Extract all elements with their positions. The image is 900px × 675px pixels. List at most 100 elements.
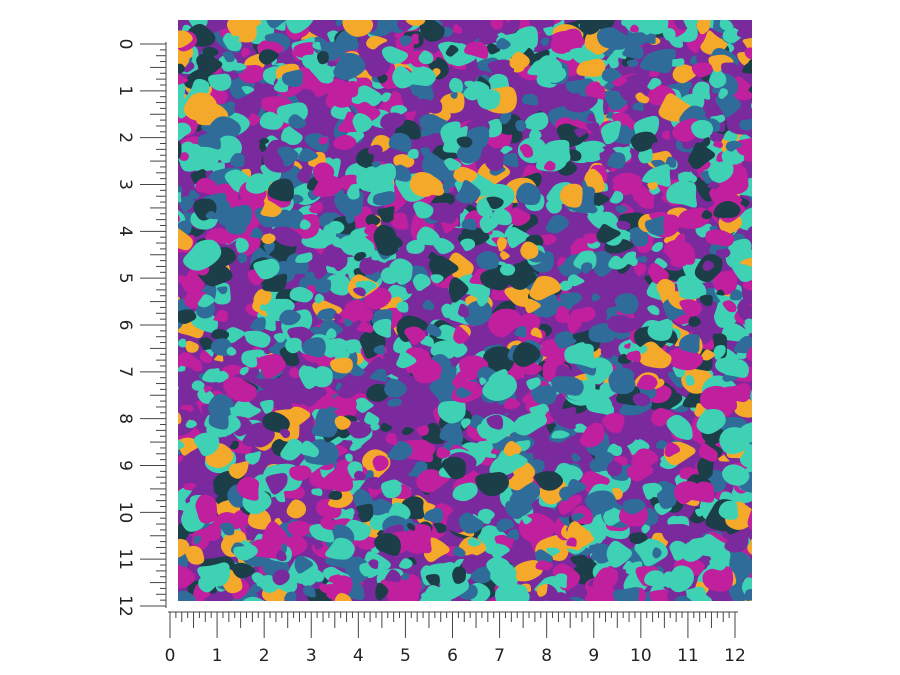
camo-blob: [450, 92, 458, 99]
camo-blob: [319, 583, 330, 594]
camo-blob: [741, 211, 751, 218]
camo-blob: [644, 570, 666, 589]
camo-blob: [704, 600, 709, 601]
camo-blob: [707, 7, 719, 19]
camo-blob: [385, 432, 398, 446]
camo-blob: [566, 537, 577, 547]
camo-blob: [301, 20, 310, 21]
camo-blob: [476, 251, 500, 271]
camo-blob: [241, 86, 255, 95]
camo-blob: [311, 419, 338, 438]
camo-blob: [178, 228, 193, 251]
camo-blob: [452, 23, 463, 34]
camo-blob: [679, 279, 705, 300]
camo-blob: [667, 565, 695, 593]
camo-blob: [488, 369, 508, 385]
camo-blob: [500, 153, 519, 168]
camo-blob: [237, 283, 251, 293]
camo-blob: [399, 35, 412, 47]
camo-blob: [334, 593, 352, 601]
camo-blob: [327, 466, 354, 492]
camo-blob: [626, 463, 654, 482]
camo-blob: [229, 35, 240, 45]
camo-blob: [293, 88, 317, 110]
camo-blob: [531, 385, 557, 406]
camo-blob: [423, 507, 444, 523]
camo-blob: [722, 398, 738, 411]
camo-blob: [405, 20, 426, 26]
camo-blob: [521, 93, 539, 106]
camo-blob: [626, 350, 641, 363]
camo-blob: [707, 181, 719, 190]
camo-blob: [584, 585, 616, 601]
camo-blob: [314, 293, 325, 304]
camo-blob: [515, 119, 527, 132]
camo-blob: [238, 64, 266, 84]
camo-blob: [592, 567, 619, 591]
camo-blob: [626, 32, 648, 46]
camo-blob: [457, 303, 469, 318]
camo-blob: [345, 453, 353, 462]
camo-blob: [338, 379, 362, 399]
camo-blob: [191, 380, 205, 391]
camo-blob: [568, 478, 587, 493]
camo-blob: [377, 206, 395, 223]
camo-blob: [333, 313, 342, 322]
camo-blob: [463, 81, 490, 101]
camo-blob: [601, 67, 621, 83]
camo-blob: [629, 532, 648, 545]
camo-blob: [751, 59, 752, 62]
camo-blob: [713, 345, 726, 360]
camo-blob: [600, 345, 614, 359]
camo-blob: [396, 351, 417, 369]
camo-blob: [608, 367, 635, 395]
camo-blob: [286, 499, 307, 519]
camo-blob: [662, 27, 676, 41]
camo-blob: [656, 440, 669, 450]
camo-blob: [443, 158, 462, 171]
camo-blob: [316, 309, 331, 320]
camo-blob: [556, 305, 570, 316]
camo-blob: [364, 223, 378, 236]
camo-blob: [222, 307, 251, 330]
camo-blob: [507, 207, 531, 226]
camo-blob: [543, 26, 553, 36]
camo-blob: [742, 37, 752, 50]
camo-blob: [603, 506, 626, 526]
camo-blob: [502, 598, 512, 601]
camo-blob: [622, 44, 644, 60]
camo-blob: [633, 262, 647, 277]
camo-blob: [659, 20, 671, 21]
camo-blob: [512, 411, 548, 436]
camo-blob: [264, 298, 295, 322]
camo-blob: [373, 224, 398, 256]
camo-blob: [519, 143, 534, 158]
camo-blob: [708, 160, 734, 183]
camo-blob: [624, 343, 631, 349]
camo-blob: [721, 464, 750, 486]
camo-blob: [200, 447, 211, 455]
camo-blob: [722, 300, 737, 313]
camo-blob: [651, 142, 664, 152]
camo-blob: [697, 456, 715, 480]
camo-blob: [384, 569, 401, 583]
camo-blob: [208, 73, 232, 91]
camo-blob: [452, 546, 466, 557]
camo-blob: [369, 11, 381, 18]
camo-blob: [189, 146, 219, 172]
camo-blob: [458, 512, 484, 534]
camo-blob: [744, 47, 752, 60]
camo-blob: [669, 540, 689, 561]
camo-blob: [699, 294, 713, 307]
camo-blob: [538, 72, 553, 86]
camo-blob: [280, 438, 304, 461]
camo-blob: [178, 195, 195, 213]
camo-blob: [634, 538, 668, 567]
camo-blob: [352, 113, 373, 133]
camo-blob: [178, 538, 190, 558]
camo-blob: [719, 20, 734, 31]
camo-blob: [718, 88, 728, 100]
camo-blob: [692, 81, 711, 100]
camo-blob: [695, 508, 706, 517]
ruler-label: 2: [259, 646, 270, 666]
